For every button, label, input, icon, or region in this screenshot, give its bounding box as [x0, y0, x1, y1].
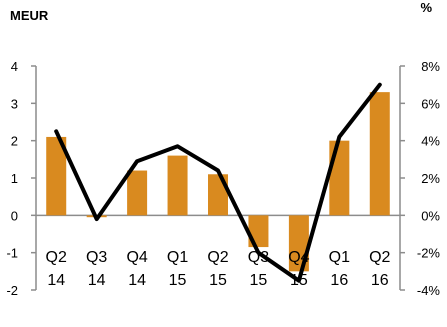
- right-axis-tick-label: 2%: [421, 171, 440, 186]
- right-axis-tick-label: 4%: [421, 134, 440, 149]
- right-axis-tick-label: 8%: [421, 59, 440, 74]
- category-label-quarter: Q3: [86, 249, 107, 266]
- line-series: [54, 82, 382, 283]
- right-axis-tick-label: -2%: [417, 246, 441, 261]
- right-axis-tick-label: 6%: [421, 96, 440, 111]
- category-label-quarter: Q4: [126, 249, 147, 266]
- right-axis-tick-label: 0%: [421, 208, 440, 223]
- category-label-quarter: Q2: [369, 249, 390, 266]
- category-label-year: 15: [209, 272, 227, 289]
- category-label-quarter: Q1: [167, 249, 188, 266]
- bar: [369, 92, 390, 216]
- left-axis-tick-label: -2: [6, 283, 18, 298]
- right-axis-tick-label: -4%: [417, 283, 441, 298]
- left-axis-unit: MEUR: [10, 8, 49, 23]
- left-axis-tick-label: 4: [11, 59, 18, 74]
- bar: [167, 155, 188, 216]
- left-axis-tick-label: 1: [11, 171, 18, 186]
- category-label-quarter: Q3: [248, 249, 269, 266]
- left-axis-tick-label: 2: [11, 134, 18, 149]
- category-label-year: 15: [250, 272, 268, 289]
- bar-series: [46, 92, 390, 272]
- category-label-year: 16: [330, 272, 348, 289]
- bar: [46, 136, 67, 216]
- category-label-year: 15: [169, 272, 187, 289]
- category-label-year: 16: [371, 272, 389, 289]
- left-axis-tick-label: -1: [6, 246, 18, 261]
- category-label-year: 14: [47, 272, 65, 289]
- category-label-year: 14: [128, 272, 146, 289]
- left-axis-tick-label: 3: [11, 96, 18, 111]
- category-label-quarter: Q2: [207, 249, 228, 266]
- right-axis-unit: %: [420, 0, 432, 15]
- category-label-quarter: Q2: [46, 249, 67, 266]
- bar: [127, 170, 148, 216]
- left-axis-tick-label: 0: [11, 208, 18, 223]
- category-label-year: 14: [88, 272, 106, 289]
- bar: [329, 140, 350, 216]
- category-label-quarter: Q1: [329, 249, 350, 266]
